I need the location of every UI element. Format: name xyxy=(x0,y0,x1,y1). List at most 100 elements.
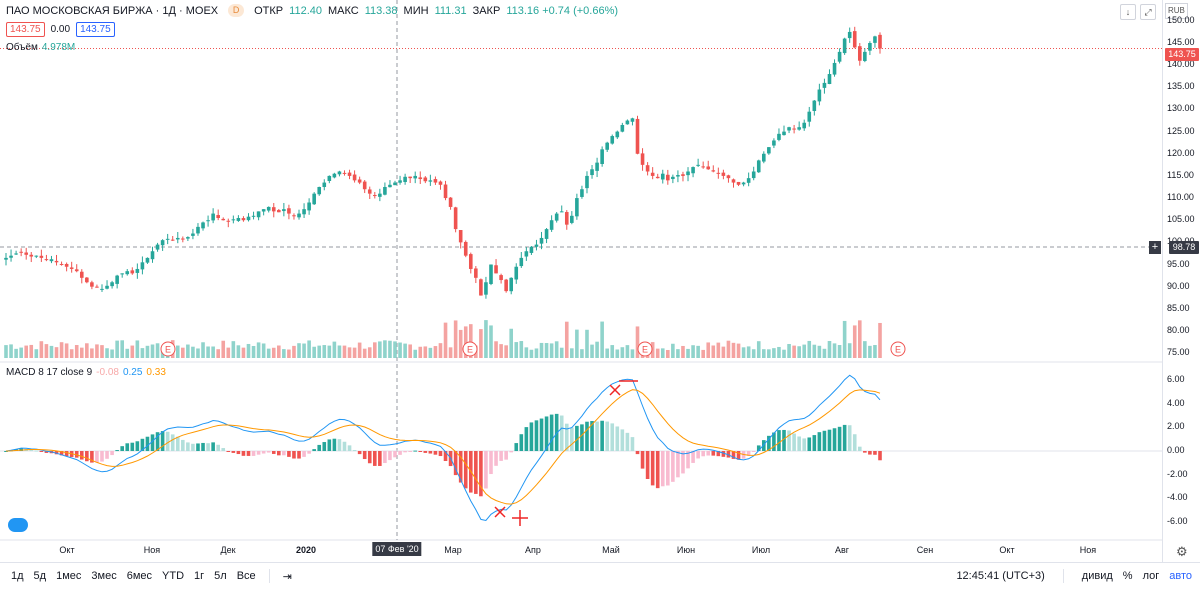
candle-body xyxy=(746,178,751,183)
high-value: 113.38 xyxy=(364,4,398,17)
tradingview-logo-icon[interactable] xyxy=(8,518,28,532)
volume-bar xyxy=(484,320,488,358)
candle-body xyxy=(625,120,630,125)
tf-3m[interactable]: 3мес xyxy=(91,570,117,582)
candle-body xyxy=(549,220,554,230)
macd-histogram-bar xyxy=(372,451,377,466)
volume-bar xyxy=(297,343,301,358)
volume-bar xyxy=(852,325,857,358)
symbol-title[interactable]: ПАО МОСКОВСКАЯ БИРЖА · 1Д · MOEX xyxy=(6,4,219,17)
crosshair-plus-icon[interactable]: + xyxy=(1149,241,1161,254)
tf-ytd[interactable]: YTD xyxy=(162,570,185,582)
candle-body xyxy=(175,237,180,240)
volume-bar xyxy=(19,347,23,358)
arrow-down-icon[interactable]: ↓ xyxy=(1120,4,1136,20)
candle-body xyxy=(266,206,271,211)
percent-toggle[interactable]: % xyxy=(1122,570,1133,582)
macd-histogram-bar xyxy=(615,426,620,451)
data-status-badge[interactable]: D xyxy=(228,4,245,17)
tf-5y[interactable]: 5л xyxy=(214,570,227,582)
candle-body xyxy=(433,179,438,183)
candle-body xyxy=(413,175,418,179)
macd-histogram-bar xyxy=(772,432,776,451)
volume-bar xyxy=(701,349,705,358)
macd-histogram-bar xyxy=(842,424,847,451)
volume-bar xyxy=(155,343,160,358)
volume-bar xyxy=(383,340,387,358)
tf-5d[interactable]: 5д xyxy=(33,570,47,582)
macd-histogram-bar xyxy=(605,421,609,451)
volume-bar xyxy=(342,345,347,358)
candle-body xyxy=(812,100,817,112)
sell-price-box[interactable]: 143.75 xyxy=(6,22,45,37)
candle-body xyxy=(544,229,549,239)
macd-line xyxy=(5,374,881,522)
volume-bar xyxy=(130,345,135,358)
volume-bar xyxy=(251,345,256,358)
currency-badge[interactable]: RUB xyxy=(1165,3,1188,19)
volume-bar xyxy=(448,347,453,358)
dividends-toggle[interactable]: дивид xyxy=(1081,570,1113,582)
tf-1d[interactable]: 1д xyxy=(11,570,24,582)
candle-body xyxy=(282,209,286,212)
earnings-marker-label: E xyxy=(642,345,648,355)
auto-toggle[interactable]: авто xyxy=(1169,570,1192,582)
candle-body xyxy=(307,202,311,211)
candle-body xyxy=(671,176,675,180)
candle-body xyxy=(19,251,23,253)
crosshair-date-label: 07 Фев '20 xyxy=(372,542,422,556)
macd-histogram-bar xyxy=(524,427,529,451)
clock[interactable]: 12:45:41 (UTC+3) xyxy=(956,570,1045,582)
volume-bar xyxy=(186,344,190,358)
candle-body xyxy=(105,285,109,289)
time-tick-label: Май xyxy=(602,545,620,555)
macd-histogram-bar xyxy=(393,451,397,458)
candle-body xyxy=(201,222,205,229)
tf-6m[interactable]: 6мес xyxy=(126,570,153,582)
macd-histogram-bar xyxy=(691,451,695,463)
tf-all[interactable]: Все xyxy=(236,570,256,582)
candle-body xyxy=(847,31,852,39)
candle-body xyxy=(378,193,382,197)
tf-1y[interactable]: 1г xyxy=(194,570,205,582)
date-range-icon[interactable]: ⇥ xyxy=(282,570,292,583)
fullscreen-icon[interactable]: ⤢ xyxy=(1140,4,1156,20)
price-axis[interactable]: RUB 150.00 145.00 140.00 135.00 130.00 125.00… xyxy=(1149,0,1200,562)
candle-body xyxy=(165,238,170,240)
macd-histogram-bar xyxy=(686,451,690,469)
candle-body xyxy=(443,184,448,199)
macd-histogram-bar xyxy=(342,441,347,451)
macd-histogram-bar xyxy=(711,451,716,456)
candle-body xyxy=(580,189,584,197)
candle-body xyxy=(655,176,660,179)
tf-1m[interactable]: 1мес xyxy=(56,570,82,582)
macd-histogram-bar xyxy=(721,451,726,457)
macd-histogram-bar xyxy=(474,451,478,494)
macd-histogram-bar xyxy=(645,451,650,479)
volume-bar xyxy=(327,345,332,358)
candle-body xyxy=(59,263,64,265)
volume-legend[interactable]: Объём 4.978M xyxy=(6,42,75,53)
candle-body xyxy=(246,216,251,221)
macd-histogram-bar xyxy=(706,451,711,456)
chart-area[interactable]: E E E E ПАО МОСКОВСКАЯ БИРЖА · 1Д · MOEX D … xyxy=(0,0,1162,562)
buy-price-box[interactable]: 143.75 xyxy=(76,22,115,37)
candle-body xyxy=(615,131,620,138)
volume-bar xyxy=(135,340,140,358)
candle-body xyxy=(9,255,13,258)
macd-histogram-bar xyxy=(529,422,534,451)
macd-legend[interactable]: MACD 8 17 close 9 -0.08 0.25 0.33 xyxy=(6,367,166,378)
candle-body xyxy=(686,171,690,176)
volume-bar xyxy=(39,341,44,358)
candle-body xyxy=(504,279,508,292)
candle-body xyxy=(292,215,296,217)
candle-body xyxy=(575,198,579,217)
volume-bar xyxy=(630,349,635,358)
candle-body xyxy=(726,175,731,179)
candle-body xyxy=(191,233,195,236)
settings-icon[interactable]: ⚙ xyxy=(1176,544,1188,559)
candle-body xyxy=(509,277,514,292)
log-toggle[interactable]: лог xyxy=(1142,570,1160,582)
candle-body xyxy=(827,74,832,85)
